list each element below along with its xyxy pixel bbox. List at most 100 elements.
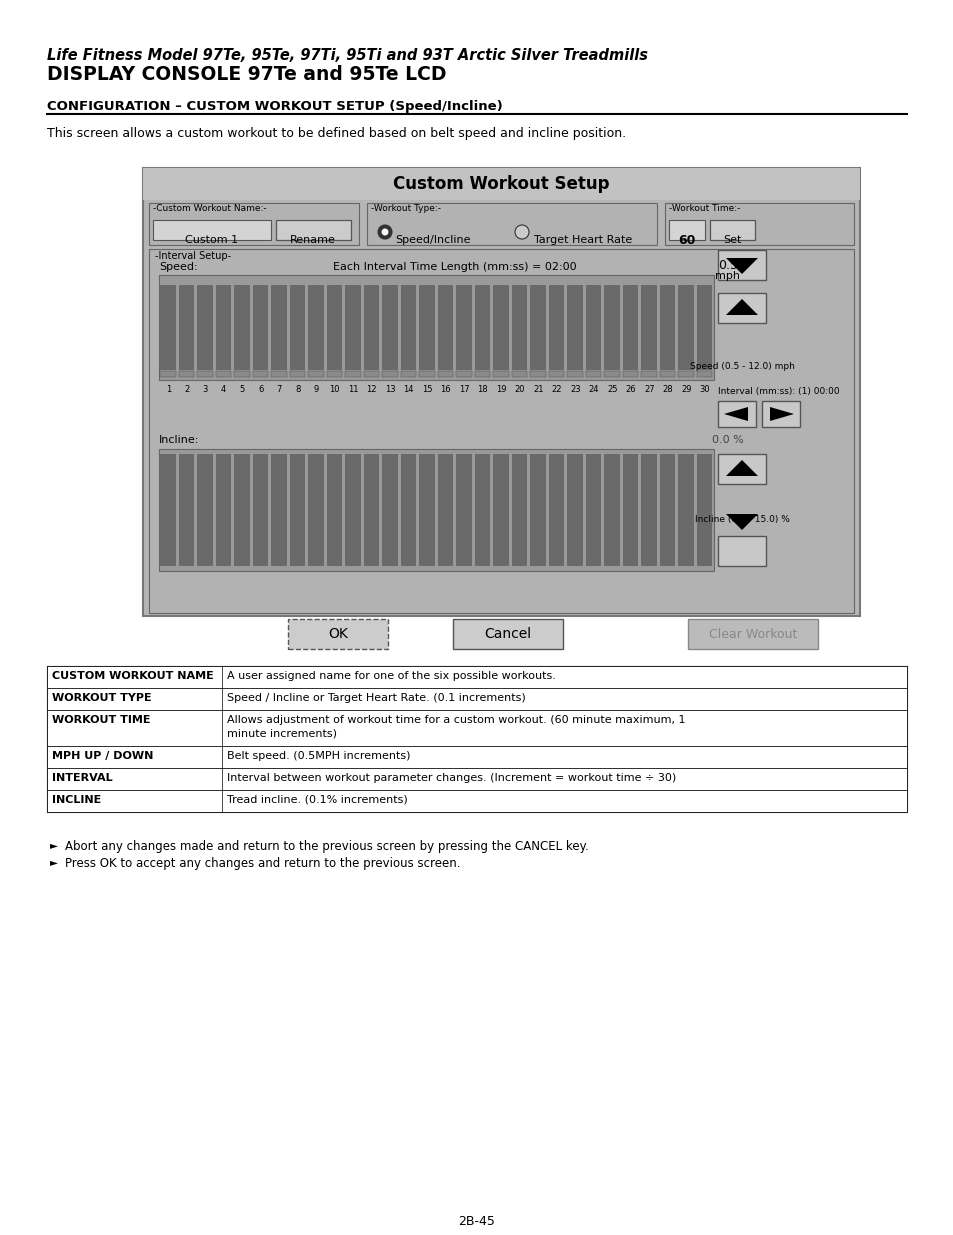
Text: 16: 16 <box>440 385 451 394</box>
Text: Speed / Incline or Target Heart Rate. (0.1 increments): Speed / Incline or Target Heart Rate. (0… <box>227 693 525 703</box>
Bar <box>143 168 859 616</box>
Bar <box>364 370 379 377</box>
Polygon shape <box>725 258 758 274</box>
Text: 24: 24 <box>588 385 598 394</box>
Bar <box>47 710 906 746</box>
Bar <box>567 285 582 370</box>
Text: ►: ► <box>50 857 58 867</box>
Bar <box>718 401 755 427</box>
Circle shape <box>515 225 529 240</box>
Text: -Interval Setup-: -Interval Setup- <box>154 251 231 261</box>
Bar <box>382 285 397 370</box>
Text: CUSTOM WORKOUT NAME: CUSTOM WORKOUT NAME <box>52 671 213 680</box>
Bar <box>345 285 360 370</box>
Bar <box>215 370 232 377</box>
Text: This screen allows a custom workout to be defined based on belt speed and inclin: This screen allows a custom workout to b… <box>47 127 625 140</box>
Text: Each Interval Time Length (mm:ss) = 02:00: Each Interval Time Length (mm:ss) = 02:0… <box>333 262 576 272</box>
Bar <box>159 450 713 571</box>
Bar <box>290 285 305 370</box>
Bar <box>659 454 675 566</box>
Bar <box>697 454 712 566</box>
Bar <box>419 285 435 370</box>
Text: MPH UP / DOWN: MPH UP / DOWN <box>52 751 153 761</box>
Text: 23: 23 <box>569 385 580 394</box>
Text: 30: 30 <box>699 385 709 394</box>
Bar <box>288 619 388 650</box>
Bar <box>382 454 397 566</box>
Polygon shape <box>725 299 758 315</box>
Bar <box>604 370 619 377</box>
Text: 14: 14 <box>403 385 414 394</box>
Bar <box>548 285 564 370</box>
Text: 13: 13 <box>384 385 395 394</box>
Circle shape <box>377 225 392 240</box>
Text: Interval between workout parameter changes. (Increment = workout time ÷ 30): Interval between workout parameter chang… <box>227 773 676 783</box>
Bar <box>709 220 754 240</box>
Bar <box>47 666 906 688</box>
Bar <box>622 454 638 566</box>
Bar <box>272 285 287 370</box>
Text: 0.5: 0.5 <box>718 259 738 272</box>
Text: INCLINE: INCLINE <box>52 795 101 805</box>
Bar <box>253 370 268 377</box>
Bar <box>548 454 564 566</box>
Text: Clear Workout: Clear Workout <box>708 627 797 641</box>
Text: 15: 15 <box>421 385 432 394</box>
Text: Cancel: Cancel <box>484 627 531 641</box>
Bar <box>149 249 853 613</box>
Text: 19: 19 <box>496 385 506 394</box>
Bar <box>530 285 545 370</box>
Bar <box>622 285 638 370</box>
Text: 60: 60 <box>678 233 695 247</box>
Bar <box>290 454 305 566</box>
Text: 7: 7 <box>276 385 282 394</box>
Bar <box>548 370 564 377</box>
Bar <box>640 285 657 370</box>
Bar <box>640 454 657 566</box>
Bar <box>668 220 704 240</box>
Bar <box>585 285 601 370</box>
Bar <box>253 454 268 566</box>
Bar <box>364 454 379 566</box>
Bar <box>327 454 342 566</box>
Bar <box>47 688 906 710</box>
Bar <box>659 285 675 370</box>
Polygon shape <box>723 408 747 421</box>
Bar <box>234 285 250 370</box>
Bar <box>718 536 765 566</box>
Bar <box>143 168 859 200</box>
Text: 28: 28 <box>661 385 673 394</box>
Bar <box>475 454 490 566</box>
Text: 11: 11 <box>348 385 358 394</box>
Text: Target Heart Rate: Target Heart Rate <box>534 235 632 245</box>
Bar <box>493 454 509 566</box>
Bar <box>718 293 765 324</box>
Bar <box>437 454 453 566</box>
Bar <box>400 285 416 370</box>
Text: 12: 12 <box>366 385 376 394</box>
Text: 4: 4 <box>221 385 226 394</box>
Text: Set: Set <box>722 235 740 245</box>
Text: Incline:: Incline: <box>159 435 199 445</box>
Bar <box>364 285 379 370</box>
Bar <box>400 454 416 566</box>
Bar <box>382 370 397 377</box>
Bar <box>160 285 175 370</box>
Bar <box>308 285 324 370</box>
Bar <box>272 370 287 377</box>
Bar <box>149 203 358 245</box>
Bar <box>437 370 453 377</box>
Text: 17: 17 <box>458 385 469 394</box>
Bar <box>419 454 435 566</box>
Bar <box>47 666 906 811</box>
Bar <box>419 370 435 377</box>
Bar <box>345 454 360 566</box>
Text: Press OK to accept any changes and return to the previous screen.: Press OK to accept any changes and retur… <box>65 857 460 869</box>
Text: 29: 29 <box>680 385 691 394</box>
Bar <box>327 370 342 377</box>
Bar <box>179 370 194 377</box>
Bar <box>678 454 693 566</box>
Text: Allows adjustment of workout time for a custom workout. (60 minute maximum, 1: Allows adjustment of workout time for a … <box>227 715 685 725</box>
Text: 21: 21 <box>533 385 543 394</box>
Bar <box>567 370 582 377</box>
